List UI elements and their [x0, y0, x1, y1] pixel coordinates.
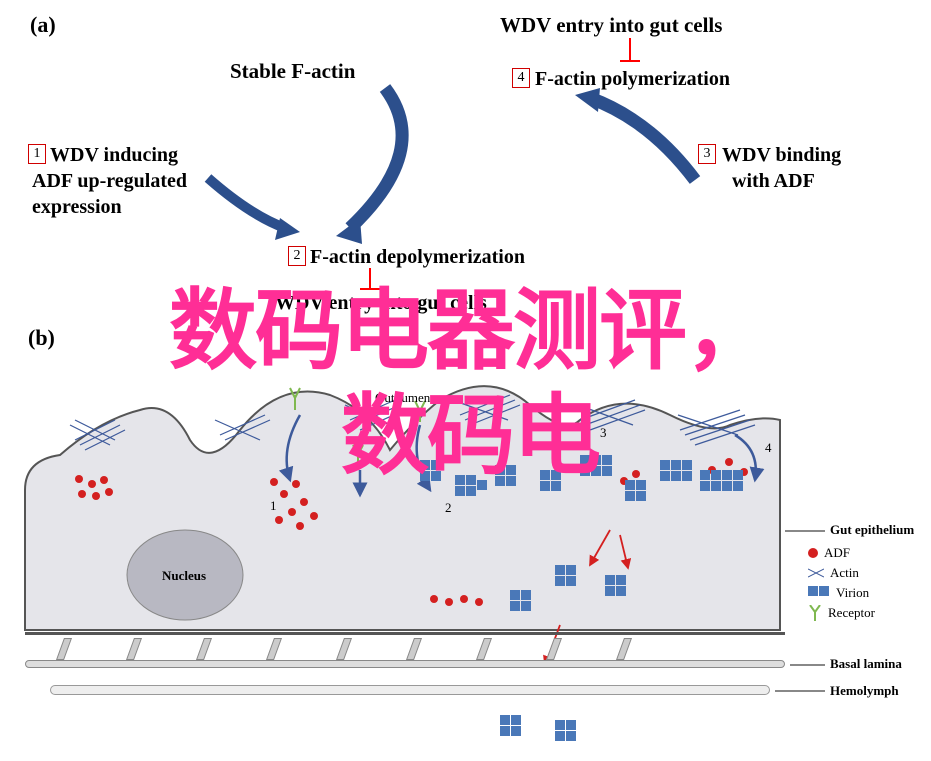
- step-num-3: 3: [698, 144, 716, 164]
- adf-dot: [296, 522, 304, 530]
- step3-text-l2: with ADF: [732, 168, 815, 194]
- inhibit-line-top: [629, 38, 631, 62]
- step4-text: F-actin polymerization: [535, 66, 730, 92]
- step-num-4: 4: [512, 68, 530, 88]
- pb-num-2: 2: [445, 500, 452, 516]
- hemo-leader: [775, 690, 825, 692]
- legend-actin: Actin: [808, 565, 875, 581]
- overlay-line2: 数码电: [20, 365, 920, 492]
- step-num-1: 1: [28, 144, 46, 164]
- legend-receptor: Receptor: [808, 605, 875, 621]
- step1-text-l3: expression: [32, 194, 122, 220]
- stable-factin-label: Stable F-actin: [230, 58, 355, 85]
- panel-a-label: (a): [30, 12, 56, 38]
- gutepi-leader: [785, 530, 825, 532]
- gut-epi-label: Gut epithelium: [830, 522, 914, 538]
- basal-lamina-bar: [25, 660, 785, 668]
- cell-base-line: [25, 632, 785, 635]
- adf-dot: [475, 598, 483, 606]
- hemolymph-bar: [50, 685, 770, 695]
- hemo-label: Hemolymph: [830, 683, 899, 699]
- step3-text-l1: WDV binding: [722, 142, 841, 168]
- nucleus-label: Nucleus: [162, 568, 206, 584]
- step1-text-l2: ADF up-regulated: [32, 168, 187, 194]
- adf-dot: [300, 498, 308, 506]
- legend-adf: ADF: [808, 545, 875, 561]
- pb-num-1: 1: [270, 498, 277, 514]
- adf-dot: [310, 512, 318, 520]
- adf-dot: [288, 508, 296, 516]
- basal-leader: [790, 664, 825, 666]
- adf-dot: [92, 492, 100, 500]
- step1-text-l1: WDV inducing: [50, 142, 178, 168]
- adf-dot: [275, 516, 283, 524]
- adf-dot: [460, 595, 468, 603]
- inhibit-bar-top: [620, 60, 640, 62]
- adf-dot: [445, 598, 453, 606]
- basal-label: Basal lamina: [830, 656, 902, 672]
- adf-dot: [430, 595, 438, 603]
- legend: ADF Actin Virion Receptor: [808, 545, 875, 625]
- legend-virion: Virion: [808, 585, 875, 601]
- wdv-entry-top: WDV entry into gut cells: [500, 12, 722, 39]
